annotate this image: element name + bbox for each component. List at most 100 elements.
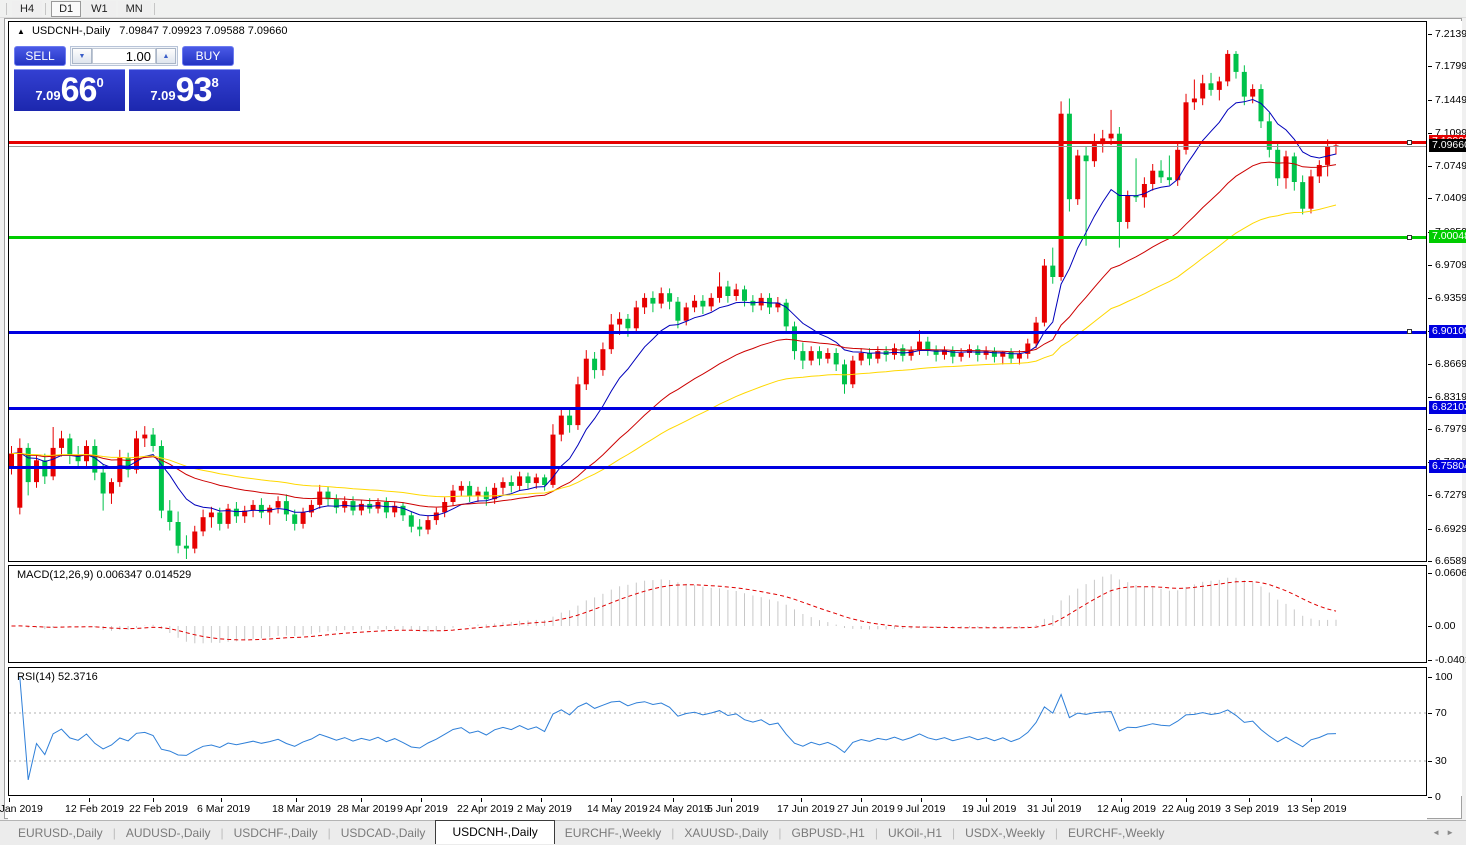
sell-button[interactable]: SELL bbox=[14, 46, 66, 66]
time-tick-label: 18 Mar 2019 bbox=[272, 803, 331, 815]
timeframe-button-h4[interactable]: H4 bbox=[12, 0, 43, 17]
time-tick bbox=[1121, 798, 1122, 802]
collapse-icon[interactable]: ▲ bbox=[17, 27, 25, 36]
timeframe-button-mn[interactable]: MN bbox=[117, 0, 151, 17]
volume-increase-button[interactable]: ▲ bbox=[156, 48, 176, 64]
axis-tick bbox=[1428, 397, 1432, 398]
axis-tick bbox=[1428, 198, 1432, 199]
rsi-pane[interactable]: RSI(14) 52.3716 bbox=[8, 667, 1427, 796]
axis-tick bbox=[1428, 761, 1432, 762]
volume-stepper: ▼ 1.00 ▲ bbox=[70, 46, 178, 66]
tab-separator: | bbox=[671, 826, 675, 840]
time-tick bbox=[541, 798, 542, 802]
price-tick-label: 7.04090 bbox=[1435, 192, 1466, 204]
chart-tabs: EURUSD-,Daily | AUDUSD-,Daily | USDCHF-,Dail… bbox=[0, 820, 1466, 845]
axis-tick bbox=[1428, 495, 1432, 496]
tab-scroll-right-icon[interactable]: ► bbox=[1446, 828, 1460, 837]
chevron-down-icon: ▼ bbox=[78, 52, 86, 60]
price-tick-label: 7.21390 bbox=[1435, 28, 1466, 40]
axis-tick bbox=[1428, 529, 1432, 530]
price-pane[interactable]: ▲ USDCNH-,Daily 7.09847 7.09923 7.09588 … bbox=[8, 21, 1427, 562]
time-axis[interactable]: 31 Jan 2019 12 Feb 2019 22 Feb 2019 6 Mar 2… bbox=[0, 798, 1427, 820]
time-tick bbox=[481, 798, 482, 802]
horizontal-line-7.0966[interactable] bbox=[9, 146, 1426, 147]
time-tick bbox=[611, 798, 612, 802]
axis-tick bbox=[1428, 561, 1432, 562]
time-tick-label: 12 Aug 2019 bbox=[1097, 803, 1156, 815]
time-tick bbox=[9, 798, 10, 802]
price-tick-label: 6.69290 bbox=[1435, 523, 1466, 535]
time-tick bbox=[861, 798, 862, 802]
axis-tick bbox=[1428, 713, 1432, 714]
chart-tab-0[interactable]: EURUSD-,Daily bbox=[18, 826, 103, 840]
axis-tick bbox=[1428, 133, 1432, 134]
chart-tab-9[interactable]: USDX-,Weekly bbox=[965, 826, 1045, 840]
rsi-canvas[interactable] bbox=[9, 668, 1426, 795]
volume-decrease-button[interactable]: ▼ bbox=[72, 48, 92, 64]
price-tick-label: 7.07490 bbox=[1435, 160, 1466, 172]
line-handle[interactable] bbox=[1407, 329, 1412, 334]
chart-tab-5[interactable]: EURCHF-,Weekly bbox=[564, 826, 662, 840]
sell-price-pip-digit: 0 bbox=[96, 75, 104, 90]
time-tick bbox=[1051, 798, 1052, 802]
line-handle[interactable] bbox=[1407, 140, 1412, 145]
chart-title: ▲ USDCNH-,Daily 7.09847 7.09923 7.09588 … bbox=[17, 25, 288, 37]
buy-price-display[interactable]: 7.09 93 8 bbox=[129, 69, 240, 111]
macd-tick-label: 0.060674 bbox=[1435, 567, 1466, 579]
horizontal-line-6.901[interactable] bbox=[9, 331, 1426, 334]
price-tick-label: 6.79790 bbox=[1435, 423, 1466, 435]
price-line-badge: 6.90100 bbox=[1429, 325, 1466, 338]
axis-tick bbox=[1428, 573, 1432, 574]
price-axis[interactable]: 7.213907.179907.144907.109907.074907.040… bbox=[1428, 21, 1466, 803]
rsi-tick-label: 30 bbox=[1435, 755, 1447, 767]
chart-tab-6[interactable]: XAUUSD-,Daily bbox=[684, 826, 769, 840]
chart-tab-10[interactable]: EURCHF-,Weekly bbox=[1068, 826, 1165, 840]
chart-tab-8[interactable]: UKOil-,H1 bbox=[887, 826, 942, 840]
price-tick-label: 6.72790 bbox=[1435, 489, 1466, 501]
line-handle[interactable] bbox=[1407, 235, 1412, 240]
chart-tab-4[interactable]: USDCNH-,Daily bbox=[435, 820, 555, 844]
horizontal-line-7.00048[interactable] bbox=[9, 236, 1426, 239]
volume-input[interactable]: 1.00 bbox=[92, 48, 156, 64]
horizontal-line-6.75804[interactable] bbox=[9, 466, 1426, 469]
chart-tab-7[interactable]: GBPUSD-,H1 bbox=[791, 826, 865, 840]
buy-button[interactable]: BUY bbox=[182, 46, 234, 66]
buy-price-prefix: 7.09 bbox=[150, 88, 176, 103]
rsi-label: RSI(14) 52.3716 bbox=[17, 671, 98, 683]
chart-tab-3[interactable]: USDCAD-,Daily bbox=[340, 826, 426, 840]
toolbar-separator bbox=[6, 2, 7, 15]
horizontal-line-7.10029[interactable] bbox=[9, 141, 1426, 144]
sell-price-display[interactable]: 7.09 66 0 bbox=[14, 69, 125, 111]
axis-tick bbox=[1428, 660, 1432, 661]
horizontal-line-6.82103[interactable] bbox=[9, 407, 1426, 410]
macd-canvas[interactable] bbox=[9, 566, 1426, 662]
axis-tick bbox=[1428, 429, 1432, 430]
time-tick-label: 14 May 2019 bbox=[587, 803, 648, 815]
chart-tab-1[interactable]: AUDUSD-,Daily bbox=[125, 826, 211, 840]
price-tick-label: 6.97090 bbox=[1435, 259, 1466, 271]
chart-tab-2[interactable]: USDCHF-,Daily bbox=[233, 826, 318, 840]
time-tick bbox=[921, 798, 922, 802]
macd-tick-label: -0.040152 bbox=[1435, 654, 1466, 666]
time-tick bbox=[731, 798, 732, 802]
price-line-badge: 6.75804 bbox=[1429, 460, 1466, 473]
chart-window: ▲ USDCNH-,Daily 7.09847 7.09923 7.09588 … bbox=[0, 18, 1466, 820]
timeframe-button-w1[interactable]: W1 bbox=[83, 0, 116, 17]
macd-pane[interactable]: MACD(12,26,9) 0.006347 0.014529 bbox=[8, 565, 1427, 663]
tab-scroll-left-icon[interactable]: ◄ bbox=[1432, 828, 1447, 837]
price-tick-label: 6.93590 bbox=[1435, 292, 1466, 304]
timeframe-button-d1[interactable]: D1 bbox=[51, 0, 82, 17]
time-tick bbox=[89, 798, 90, 802]
price-line-badge: 7.00048 bbox=[1429, 230, 1466, 243]
time-tick-label: 28 Mar 2019 bbox=[337, 803, 396, 815]
time-tick-label: 17 Jun 2019 bbox=[777, 803, 835, 815]
price-tick-label: 7.17990 bbox=[1435, 60, 1466, 72]
time-tick-label: 9 Apr 2019 bbox=[397, 803, 448, 815]
time-tick-label: 27 Jun 2019 bbox=[837, 803, 895, 815]
candlestick-canvas[interactable] bbox=[9, 22, 1426, 561]
axis-tick bbox=[1428, 677, 1432, 678]
tab-separator: | bbox=[874, 826, 878, 840]
axis-tick bbox=[1428, 626, 1432, 627]
tab-separator: | bbox=[952, 826, 956, 840]
